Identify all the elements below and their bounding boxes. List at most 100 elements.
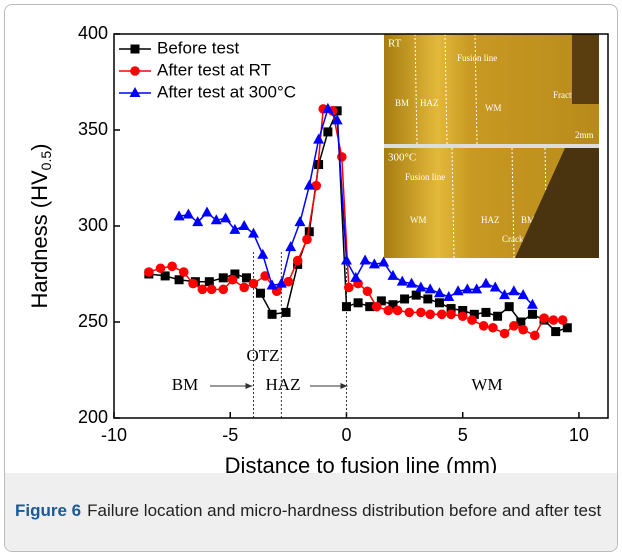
marker bbox=[480, 277, 492, 288]
marker bbox=[260, 271, 270, 281]
marker bbox=[499, 289, 511, 300]
legend-marker bbox=[130, 66, 140, 76]
annotation: HAZ bbox=[266, 375, 301, 394]
annotation: BM bbox=[172, 375, 198, 394]
marker bbox=[551, 327, 561, 337]
marker bbox=[423, 294, 433, 304]
marker bbox=[313, 133, 325, 144]
marker bbox=[285, 241, 297, 252]
figure: 200 250 300 350 400 -10 -5 0 5 10 Distance to fusi… bbox=[4, 4, 618, 552]
chart: 200 250 300 350 400 -10 -5 0 5 10 Distance to fusi… bbox=[27, 23, 615, 473]
marker bbox=[144, 267, 154, 277]
marker bbox=[461, 283, 473, 294]
marker bbox=[201, 206, 213, 217]
marker bbox=[304, 227, 314, 237]
marker bbox=[416, 307, 426, 318]
legend-label: Before test bbox=[157, 38, 239, 57]
marker bbox=[392, 305, 403, 316]
inset-label: Cracks bbox=[502, 234, 527, 244]
marker bbox=[255, 288, 265, 298]
marker bbox=[155, 263, 166, 274]
marker bbox=[481, 307, 491, 317]
marker bbox=[517, 289, 529, 300]
marker bbox=[400, 294, 410, 304]
inset-label: Fusion line bbox=[457, 53, 497, 63]
marker bbox=[248, 278, 259, 289]
marker bbox=[340, 254, 352, 265]
marker bbox=[204, 277, 214, 287]
marker bbox=[341, 302, 351, 312]
marker bbox=[182, 208, 194, 219]
legend-marker bbox=[129, 87, 141, 97]
marker bbox=[210, 214, 222, 225]
marker bbox=[292, 255, 303, 266]
inset-label: Fusion line bbox=[405, 172, 445, 182]
marker bbox=[173, 210, 185, 221]
caption-box: Figure 6 Failure location and micro-hardn… bbox=[5, 473, 617, 551]
marker bbox=[388, 300, 398, 310]
marker bbox=[458, 305, 468, 315]
marker bbox=[371, 301, 382, 312]
marker bbox=[518, 324, 528, 335]
marker bbox=[257, 248, 269, 259]
y-tick-label: 300 bbox=[78, 215, 108, 235]
y-axis-label-text: Hardness (HV bbox=[27, 170, 52, 308]
arrow-head bbox=[340, 383, 348, 389]
marker bbox=[218, 273, 228, 283]
marker bbox=[192, 216, 204, 227]
marker bbox=[283, 276, 294, 287]
marker bbox=[160, 271, 170, 281]
marker bbox=[387, 269, 399, 280]
inset-label: HAZ bbox=[420, 98, 439, 108]
marker bbox=[434, 298, 444, 308]
marker bbox=[227, 274, 238, 285]
marker bbox=[557, 315, 568, 325]
micrograph bbox=[384, 34, 599, 144]
marker bbox=[436, 309, 447, 320]
marker bbox=[266, 279, 278, 290]
marker bbox=[167, 261, 177, 272]
marker bbox=[516, 317, 526, 327]
caption: Figure 6 Failure location and micro-hardn… bbox=[15, 497, 607, 525]
dark-region bbox=[572, 34, 599, 104]
marker bbox=[378, 256, 390, 267]
x-tick-label: 10 bbox=[569, 425, 589, 445]
marker bbox=[242, 273, 252, 283]
annotation: OTZ bbox=[246, 346, 279, 365]
marker bbox=[488, 322, 498, 333]
marker bbox=[478, 321, 489, 331]
marker bbox=[452, 285, 464, 296]
marker bbox=[443, 291, 455, 302]
y-axis-label-sub: 0.5 bbox=[38, 151, 54, 171]
marker bbox=[229, 223, 241, 234]
marker bbox=[489, 281, 501, 292]
marker bbox=[529, 330, 540, 341]
y-tick-label: 250 bbox=[78, 311, 108, 331]
marker bbox=[188, 278, 198, 289]
marker bbox=[294, 216, 306, 227]
plot-frame bbox=[113, 33, 609, 419]
marker bbox=[526, 298, 538, 309]
inset-label: 300°C bbox=[388, 152, 416, 164]
marker bbox=[415, 281, 427, 292]
marker bbox=[396, 275, 408, 286]
marker bbox=[471, 283, 483, 294]
marker bbox=[433, 287, 445, 298]
marker bbox=[504, 302, 514, 312]
marker bbox=[539, 313, 549, 323]
marker bbox=[303, 179, 315, 190]
marker bbox=[218, 284, 229, 295]
caption-text: Failure location and micro-hardness dist… bbox=[87, 501, 602, 520]
marker bbox=[343, 282, 354, 293]
marker bbox=[404, 307, 415, 318]
marker bbox=[548, 315, 559, 325]
y-tick-label: 350 bbox=[78, 119, 108, 139]
marker bbox=[353, 298, 363, 308]
inset-label: WM bbox=[410, 215, 427, 225]
marker bbox=[281, 307, 291, 317]
inset-label: BM bbox=[521, 215, 535, 225]
annotation: WM bbox=[471, 375, 502, 394]
marker bbox=[322, 102, 334, 113]
inset-label: RT bbox=[388, 38, 402, 50]
marker bbox=[469, 309, 479, 319]
